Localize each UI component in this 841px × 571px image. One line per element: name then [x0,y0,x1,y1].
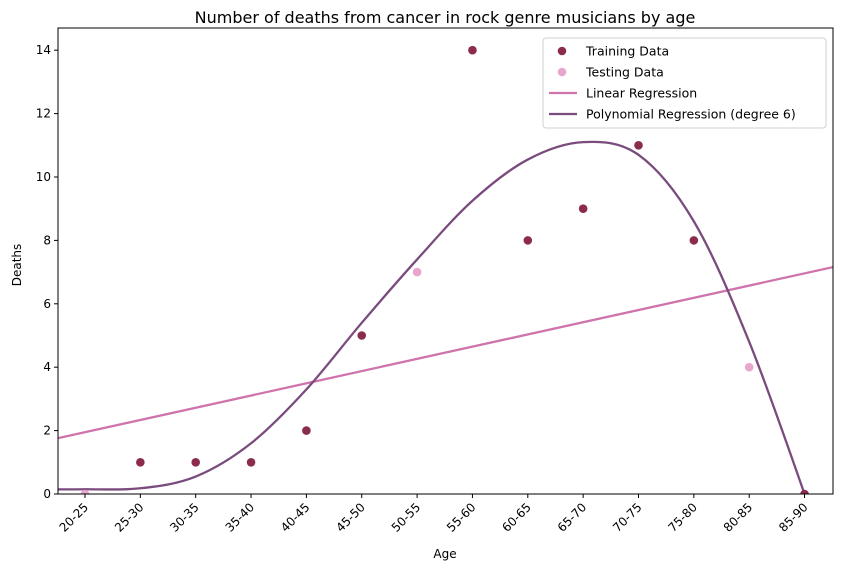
x-tick-label: 55-60 [444,500,479,535]
legend: Training Data Testing Data Linear Regressi… [542,37,827,129]
x-tick-label: 45-50 [333,500,368,535]
testing-data-point [80,489,90,494]
x-axis: 20-25 25-30 30-35 35-40 40-45 45-50 50-55 55-60… [57,494,811,535]
x-tick-label: 35-40 [223,500,258,535]
x-axis-title: Age [433,547,456,561]
y-tick-label: 4 [43,360,51,374]
plot-frame [57,27,834,495]
legend-label: Linear Regression [586,86,697,101]
x-tick-label: 25-30 [112,500,147,535]
legend-box [542,37,827,129]
x-tick-label: 60-65 [499,500,534,535]
y-tick-label: 0 [43,487,51,501]
legend-label: Polynomial Regression (degree 6) [586,107,796,122]
y-axis: 0 2 4 6 8 10 12 14 [36,43,58,501]
y-axis-title: Deaths [10,244,24,287]
training-data-point [136,457,145,467]
x-tick-label: 80-85 [721,500,756,535]
y-tick-label: 10 [36,170,51,184]
polynomial-regression-line [58,140,806,494]
legend-label: Testing Data [585,65,664,80]
y-tick-label: 8 [43,233,51,247]
y-tick-label: 12 [36,107,51,121]
training-data-point [634,140,643,150]
x-tick-label: 40-45 [278,500,313,535]
y-tick-label: 14 [36,43,51,57]
plot-series [58,45,833,494]
x-tick-label: 50-55 [389,500,424,535]
x-tick-label: 75-80 [665,500,700,535]
y-tick-label: 2 [43,424,51,438]
training-data-point [689,236,699,245]
training-data-point [578,204,588,213]
training-data-point [246,457,256,467]
legend-label: Training Data [585,44,669,59]
legend-marker [557,67,567,77]
training-data-point [357,331,367,340]
training-data-point [800,489,809,494]
y-tick-label: 6 [43,297,51,311]
testing-data-point [744,362,754,372]
testing-data-point [412,267,422,277]
training-data-point [468,45,477,55]
linear-regression-line [58,265,833,440]
x-tick-label: 65-70 [555,500,590,535]
chart-title: Number of deaths from cancer in rock gen… [195,8,696,27]
x-tick-label: 85-90 [776,500,811,535]
x-tick-label: 70-75 [610,500,645,535]
training-data-point [302,426,311,435]
x-tick-label: 20-25 [57,500,92,535]
training-data-point [191,457,200,467]
training-data-point [523,236,533,245]
legend-marker [557,46,567,56]
x-tick-label: 30-35 [167,500,202,535]
